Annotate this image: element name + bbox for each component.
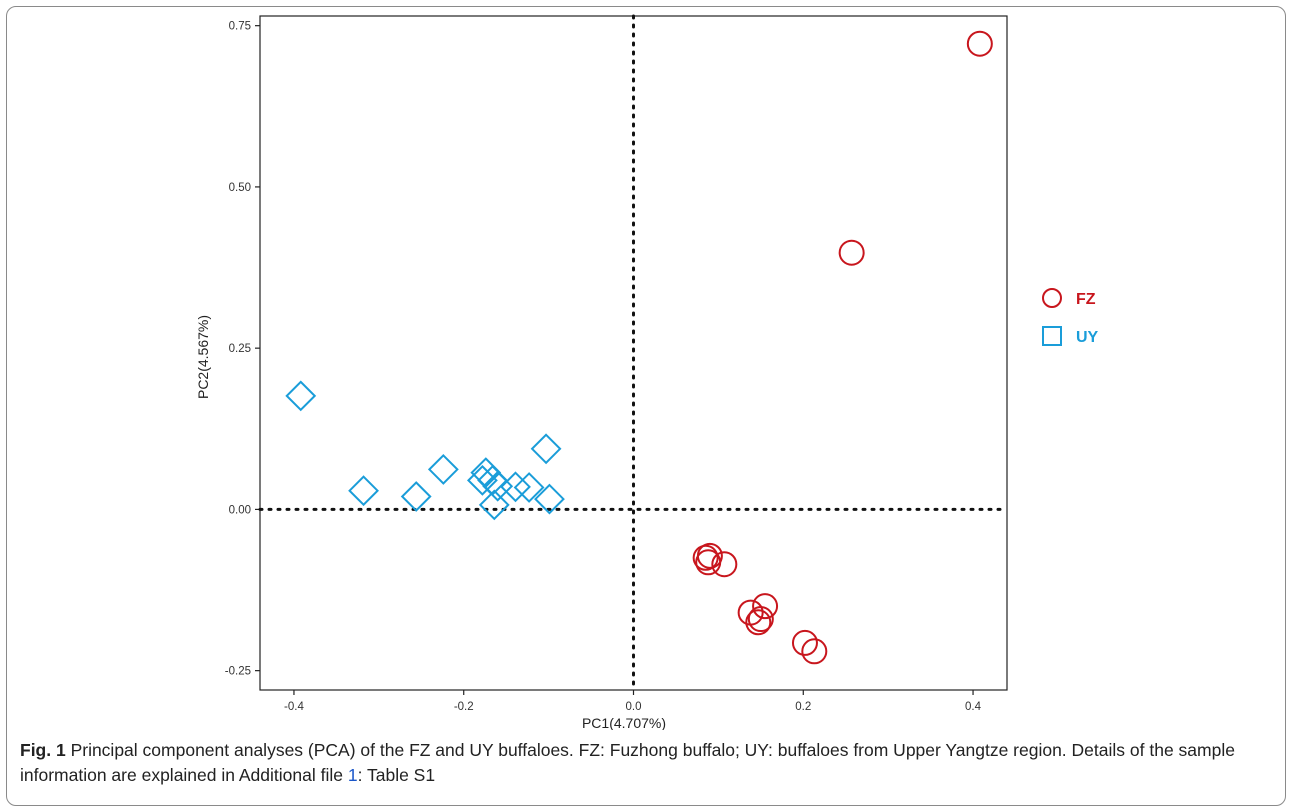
- y-tick-label: 0.25: [229, 343, 251, 355]
- point-fz: [695, 549, 722, 576]
- plot-axes: -0.4 -0.2 0.0 0.2 0.4 -0.25 0.00 0.25 0.50 0.75: [225, 15, 1008, 713]
- legend: FZ UY: [1042, 288, 1099, 346]
- data-points: [285, 30, 993, 665]
- x-tick-label: -0.4: [284, 701, 304, 713]
- pca-scatter-plot: -0.4 -0.2 0.0 0.2 0.4 -0.25 0.00 0.25 0.50 0.75 F…: [195, 14, 1099, 730]
- legend-marker-fz: [1042, 288, 1062, 308]
- point-uy: [534, 483, 565, 515]
- caption-label: Fig. 1: [20, 740, 66, 760]
- point-uy: [478, 489, 510, 521]
- point-fz: [747, 606, 774, 633]
- figure-caption: Fig. 1 Principal component analyses (PCA…: [20, 738, 1275, 788]
- legend-label-fz: FZ: [1076, 291, 1096, 308]
- x-axis-label: PC1(4.707%): [582, 715, 666, 730]
- point-fz: [838, 239, 865, 266]
- reference-lines: [258, 14, 1009, 692]
- y-tick-label: -0.25: [225, 666, 251, 678]
- point-uy: [400, 481, 432, 512]
- figure-frame: [6, 6, 1286, 806]
- point-uy: [466, 464, 498, 496]
- caption-link-additional-file[interactable]: 1: [347, 765, 358, 785]
- legend-marker-uy: [1042, 326, 1062, 346]
- point-uy: [530, 433, 562, 465]
- point-fz: [966, 30, 993, 57]
- point-uy: [500, 471, 531, 503]
- legend-label-uy: UY: [1076, 329, 1099, 346]
- caption-text-end: : Table S1: [357, 765, 436, 785]
- point-uy: [427, 454, 459, 485]
- y-tick-label: 0.50: [229, 182, 251, 194]
- x-tick-label: 0.2: [795, 701, 811, 713]
- point-fz: [752, 593, 779, 620]
- x-tick-label: 0.0: [626, 701, 642, 713]
- y-axis-label: PC2(4.567%): [195, 315, 211, 399]
- point-fz: [711, 551, 738, 578]
- y-tick-label: 0.75: [229, 21, 251, 33]
- point-fz: [801, 638, 828, 665]
- point-fz: [791, 629, 818, 656]
- point-uy: [348, 475, 379, 507]
- point-uy: [513, 472, 545, 503]
- caption-text: Principal component analyses (PCA) of th…: [20, 740, 1235, 785]
- y-tick-label: 0.00: [229, 504, 251, 516]
- point-fz: [692, 544, 719, 571]
- x-tick-label: -0.2: [454, 701, 474, 713]
- point-fz: [745, 609, 772, 636]
- x-tick-label: 0.4: [965, 701, 982, 713]
- point-uy: [285, 380, 317, 412]
